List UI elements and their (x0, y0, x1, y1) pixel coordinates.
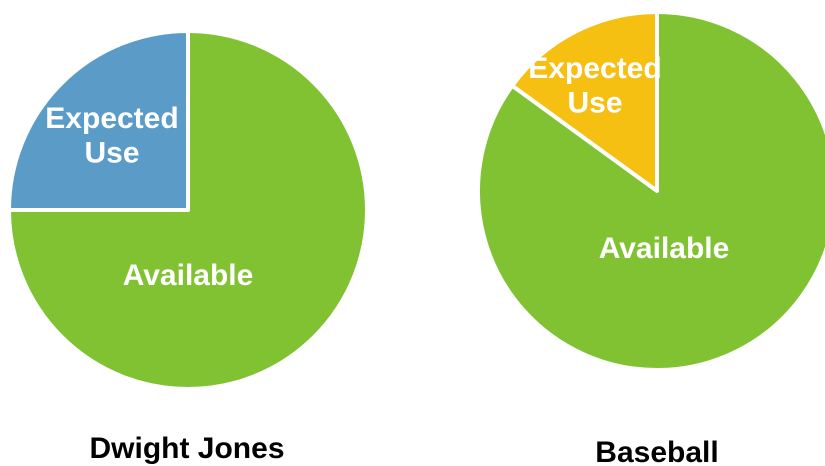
pie-slice-expected-use (7, 29, 190, 212)
pie-chart-dwight-jones: Expected Use Available (7, 29, 369, 391)
pie-slice-label-available: Available (599, 232, 730, 265)
pie-slice-label-expected-use: Expected Use (528, 52, 661, 120)
pie-slice-available (7, 29, 369, 391)
pie-slice-label-available: Available (123, 259, 254, 292)
chart-title-dwight-jones: Dwight Jones (89, 432, 284, 465)
pie-chart-baseball: Expected Use Available (476, 10, 825, 372)
chart-title-baseball: Baseball (595, 436, 718, 466)
pie-slice-expected-use (510, 10, 659, 193)
pie-slice-available (476, 10, 825, 372)
pie-slice-label-expected-use: Expected Use (45, 102, 178, 170)
